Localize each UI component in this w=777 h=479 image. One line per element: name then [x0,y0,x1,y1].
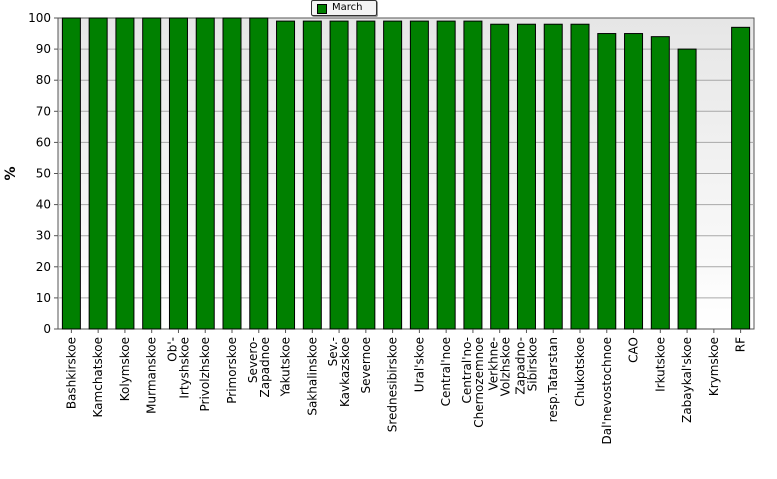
x-tick-label: Irtyshskoe [177,337,191,399]
bar [543,23,563,330]
y-axis-label: % [3,166,19,180]
x-tick-label: Severnoe [359,337,373,394]
x-tick-label: Volzhskoe [499,337,513,396]
bar [222,17,242,330]
bar [624,33,644,330]
x-tick-label: Zabaykal'skoe [680,337,694,423]
x-tick-label: Ural'skoe [412,337,426,392]
y-tick-label: 60 [36,135,51,149]
y-tick-label: 100 [28,11,51,25]
bar [142,17,162,330]
y-tick-label: 50 [36,167,51,181]
y-tick-label: 0 [43,322,51,336]
y-tick-label: 80 [36,73,51,87]
x-tick-label: Murmanskoe [145,337,159,414]
legend: March [311,0,377,16]
bar [570,23,590,330]
y-tick-label: 20 [36,260,51,274]
bar [436,20,456,330]
bar [516,23,536,330]
bar [276,20,296,330]
x-tick-label: Sev.- [326,337,340,366]
bar [249,17,269,330]
bar [597,33,617,330]
x-tick-label: Primorskoe [225,337,239,404]
bar [409,20,429,330]
x-tick-label: Sibirskoe [525,337,539,391]
x-tick-label: Privolzhskoe [198,337,212,411]
x-tick-label: Central'no- [460,337,474,404]
x-tick-label: Chukotskoe [573,337,587,407]
x-tick-label: Sakhalinskoe [305,337,319,416]
bar [731,26,751,330]
bar [115,17,135,330]
y-tick-label: 70 [36,104,51,118]
x-tick-label: Zapadnoe [258,337,272,398]
bar [302,20,322,330]
bar [650,36,670,330]
y-tick-label: 10 [36,291,51,305]
x-tick-label: Ob'- [165,337,179,362]
bar [329,20,349,330]
bar [383,20,403,330]
bars [61,17,751,330]
x-tick-label: Krymskoe [707,337,721,396]
x-tick-label: Chernozemnoe [472,337,486,428]
x-tick-label: Bashkirskoe [64,337,78,409]
x-tick-label: Kamchatskoe [91,337,105,417]
bar [195,17,215,330]
bar [463,20,483,330]
x-tick-label: Verkhne- [487,337,501,390]
bar [677,48,697,330]
x-tick-label: Kolymskoe [118,337,132,401]
x-tick-label: RF [734,337,748,352]
x-tick-label: Dal'nevostochnoe [600,337,614,445]
legend-swatch-march [317,4,327,14]
y-tick-label: 40 [36,198,51,212]
legend-label-march: March [332,2,363,13]
y-tick-label: 90 [36,42,51,56]
x-tick-labels: Bashkirskoe Kamchatskoe Kolymskoe Murmansko… [64,329,748,445]
x-tick-label: Irkutskoe [653,337,667,392]
x-tick-label: CAO [627,337,641,363]
bar [88,17,108,330]
x-tick-label: Zapadno- [513,337,527,395]
x-tick-label: Srednesibirskoe [386,337,400,432]
bar [168,17,188,330]
x-tick-label: Yakutskoe [279,337,293,397]
x-tick-label: Central'noe [439,337,453,406]
bar [356,20,376,330]
y-tick-label: 30 [36,229,51,243]
y-tick-labels: 0 10 20 30 40 50 60 70 80 90 100 [28,11,58,336]
x-tick-label: Severo- [246,337,260,383]
x-tick-label: resp.Tatarstan [546,337,560,422]
bar [490,23,510,330]
x-tick-label: Kavkazskoe [338,337,352,407]
bar [61,17,81,330]
